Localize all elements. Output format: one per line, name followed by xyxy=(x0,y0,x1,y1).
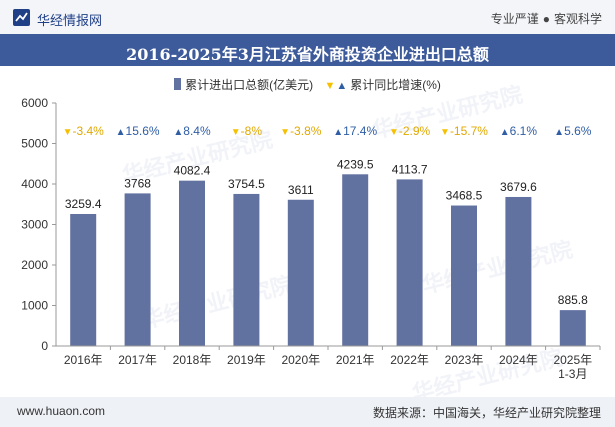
growth-label: ▼-8% xyxy=(231,124,263,138)
y-axis: 0 1000 2000 3000 4000 5000 6000 xyxy=(21,96,57,353)
title-bar: 2016-2025年3月江苏省外商投资企业进出口总额 xyxy=(0,34,615,66)
legend-item-growth[interactable]: ▼▲ 累计同比增速(%) xyxy=(324,76,440,93)
growth-value: -3.4% xyxy=(72,124,104,138)
logo-icon xyxy=(13,9,30,26)
growth-value: 17.4% xyxy=(343,124,377,138)
bar xyxy=(179,180,205,346)
down-triangle-icon: ▼ xyxy=(280,127,290,138)
data-source: 数据来源：中国海关，华经产业研究院整理 xyxy=(372,406,601,420)
bar xyxy=(559,310,586,346)
x-tick-label: 2025年 xyxy=(553,353,592,367)
growth-label: ▼-3.8% xyxy=(280,124,322,138)
growth-value: 5.6% xyxy=(564,124,592,138)
bar-series xyxy=(70,174,586,346)
growth-value: 8.4% xyxy=(183,124,211,138)
bar xyxy=(287,199,314,346)
down-triangle-icon: ▼ xyxy=(440,127,450,138)
bar-value-label: 3754.5 xyxy=(228,177,265,191)
x-tick-label: 2017年 xyxy=(118,353,157,367)
down-triangle-icon: ▼ xyxy=(231,127,241,138)
growth-labels: ▼-3.4% ▲15.6% ▲8.4% ▼-8% ▼-3.8% ▲17.4% ▼-2.9% ▼… xyxy=(63,124,592,138)
y-tick-label: 3000 xyxy=(21,218,48,232)
x-tick-label: 2019年 xyxy=(227,353,266,367)
legend-bar-swatch-icon xyxy=(174,78,182,90)
bar-value-label: 4239.5 xyxy=(337,157,374,171)
bar-value-label: 3468.5 xyxy=(446,189,483,203)
bar xyxy=(124,193,151,346)
bar xyxy=(342,174,369,346)
brand-name[interactable]: 华经情报网 xyxy=(37,13,103,28)
x-tick-label: 2024年 xyxy=(499,353,538,367)
bar-chart: 0 1000 2000 3000 4000 5000 6000 3259.4 3768 4082… xyxy=(21,96,601,381)
legend-growth-label: 累计同比增速(%) xyxy=(350,78,441,92)
header-bar: 华经情报网 专业严谨 ● 客观科学 xyxy=(0,0,615,34)
chart-legend: 累计进出口总额(亿美元) ▼▲ 累计同比增速(%) xyxy=(0,76,615,93)
y-tick-label: 5000 xyxy=(21,137,48,151)
y-tick-label: 6000 xyxy=(21,96,48,110)
bar-value-label: 3259.4 xyxy=(65,197,102,211)
chart-title: 2016-2025年3月江苏省外商投资企业进出口总额 xyxy=(126,45,489,64)
y-tick-label: 0 xyxy=(41,339,48,353)
up-triangle-icon: ▲ xyxy=(500,127,510,138)
up-triangle-icon: ▲ xyxy=(554,127,564,138)
growth-label: ▲5.6% xyxy=(554,124,592,138)
up-triangle-icon: ▲ xyxy=(116,127,126,138)
value-labels: 3259.4 3768 4082.4 3754.5 3611 4239.5 4113.7 34… xyxy=(65,157,588,307)
growth-label: ▲8.4% xyxy=(173,124,211,138)
bar-value-label: 4113.7 xyxy=(392,162,428,176)
growth-value: -8% xyxy=(241,124,263,138)
bar-value-label: 885.8 xyxy=(558,293,588,307)
growth-label: ▼-3.4% xyxy=(63,124,105,138)
down-triangle-icon: ▼ xyxy=(63,127,73,138)
footer-bar: www.huaon.com 数据来源：中国海关，华经产业研究院整理 xyxy=(0,397,615,427)
footer-url[interactable]: www.huaon.com xyxy=(17,404,106,418)
x-tick-label: 1-3月 xyxy=(558,367,587,381)
growth-value: -3.8% xyxy=(290,124,322,138)
up-triangle-icon: ▲ xyxy=(336,80,348,92)
down-triangle-icon: ▼ xyxy=(389,127,399,138)
y-tick-label: 4000 xyxy=(21,177,48,191)
tagline-right: 客观科学 xyxy=(553,12,602,26)
growth-label: ▲17.4% xyxy=(333,124,377,138)
bar xyxy=(451,205,477,346)
bar xyxy=(505,196,532,346)
x-tick-label: 2018年 xyxy=(173,353,212,367)
y-tick-label: 1000 xyxy=(21,299,48,313)
bar-value-label: 3768 xyxy=(124,176,151,190)
bar-value-label: 3679.6 xyxy=(500,180,537,194)
down-triangle-icon: ▼ xyxy=(324,80,336,92)
tagline: 专业严谨 ● 客观科学 xyxy=(491,10,602,27)
x-axis: 2016年 2017年 2018年 2019年 2020年 2021年 2022年 2023年… xyxy=(56,345,601,381)
x-tick-label: 2020年 xyxy=(281,353,320,367)
growth-value: -15.7% xyxy=(450,124,488,138)
tagline-left: 专业严谨 xyxy=(490,12,539,26)
growth-label: ▲15.6% xyxy=(116,124,160,138)
growth-value: 15.6% xyxy=(126,124,160,138)
x-tick-label: 2016年 xyxy=(64,353,103,367)
bar xyxy=(233,193,260,346)
y-tick-label: 2000 xyxy=(21,258,48,272)
x-tick-label: 2022年 xyxy=(390,353,429,367)
growth-label: ▲6.1% xyxy=(500,124,538,138)
tagline-separator: ● xyxy=(542,12,550,26)
bar-value-label: 3611 xyxy=(288,183,314,197)
x-tick-label: 2023年 xyxy=(445,353,484,367)
bar xyxy=(396,179,423,346)
bar-value-label: 4082.4 xyxy=(174,164,211,178)
growth-value: -2.9% xyxy=(399,124,431,138)
x-tick-label: 2021年 xyxy=(336,353,375,367)
growth-label: ▼-15.7% xyxy=(440,124,488,138)
up-triangle-icon: ▲ xyxy=(173,127,183,138)
growth-label: ▼-2.9% xyxy=(389,124,431,138)
growth-value: 6.1% xyxy=(510,124,538,138)
bar xyxy=(70,213,97,346)
up-triangle-icon: ▲ xyxy=(333,127,343,138)
legend-bar-label: 累计进出口总额(亿美元) xyxy=(185,78,314,92)
legend-item-bars[interactable]: 累计进出口总额(亿美元) xyxy=(174,76,313,93)
